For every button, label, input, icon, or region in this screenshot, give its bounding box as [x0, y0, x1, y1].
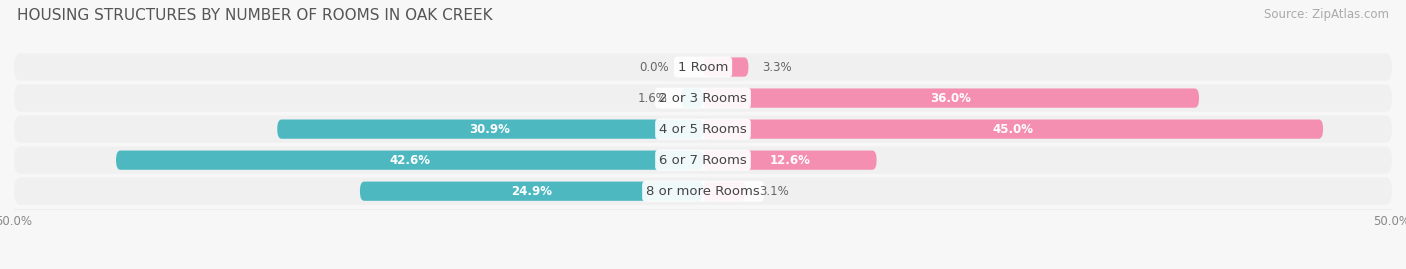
- FancyBboxPatch shape: [681, 89, 703, 108]
- FancyBboxPatch shape: [14, 53, 1392, 81]
- Text: 30.9%: 30.9%: [470, 123, 510, 136]
- FancyBboxPatch shape: [14, 147, 1392, 174]
- Text: 45.0%: 45.0%: [993, 123, 1033, 136]
- Text: 6 or 7 Rooms: 6 or 7 Rooms: [659, 154, 747, 167]
- FancyBboxPatch shape: [703, 182, 745, 201]
- Text: 2 or 3 Rooms: 2 or 3 Rooms: [659, 91, 747, 105]
- FancyBboxPatch shape: [14, 84, 1392, 112]
- Text: 3.3%: 3.3%: [762, 61, 792, 73]
- Text: 0.0%: 0.0%: [638, 61, 669, 73]
- FancyBboxPatch shape: [277, 119, 703, 139]
- Text: 3.1%: 3.1%: [759, 185, 789, 198]
- FancyBboxPatch shape: [117, 151, 703, 170]
- FancyBboxPatch shape: [360, 182, 703, 201]
- Text: Source: ZipAtlas.com: Source: ZipAtlas.com: [1264, 8, 1389, 21]
- FancyBboxPatch shape: [703, 151, 876, 170]
- Text: 24.9%: 24.9%: [510, 185, 553, 198]
- Text: 12.6%: 12.6%: [769, 154, 810, 167]
- FancyBboxPatch shape: [14, 115, 1392, 143]
- FancyBboxPatch shape: [703, 57, 748, 77]
- Text: 36.0%: 36.0%: [931, 91, 972, 105]
- Text: 4 or 5 Rooms: 4 or 5 Rooms: [659, 123, 747, 136]
- Text: HOUSING STRUCTURES BY NUMBER OF ROOMS IN OAK CREEK: HOUSING STRUCTURES BY NUMBER OF ROOMS IN…: [17, 8, 492, 23]
- Text: 1.6%: 1.6%: [637, 91, 668, 105]
- Text: 8 or more Rooms: 8 or more Rooms: [647, 185, 759, 198]
- FancyBboxPatch shape: [703, 89, 1199, 108]
- FancyBboxPatch shape: [703, 119, 1323, 139]
- Text: 1 Room: 1 Room: [678, 61, 728, 73]
- FancyBboxPatch shape: [14, 178, 1392, 205]
- Text: 42.6%: 42.6%: [389, 154, 430, 167]
